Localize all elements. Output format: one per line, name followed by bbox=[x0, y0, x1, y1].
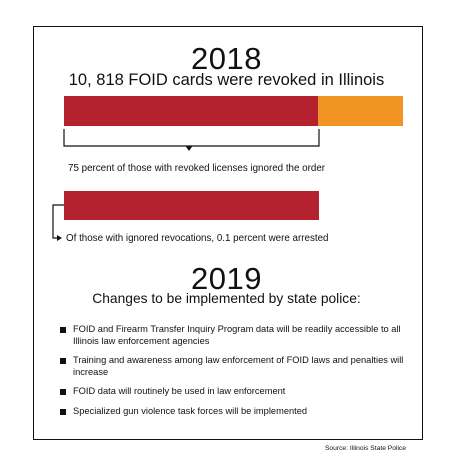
arrested-elbow-connector bbox=[52, 204, 64, 239]
list-item: FOID data will routinely be used in law … bbox=[60, 386, 410, 398]
year-2018-heading: 2018 bbox=[191, 41, 262, 76]
changes-list: FOID and Firearm Transfer Inquiry Progra… bbox=[60, 324, 410, 425]
list-item: Training and awareness among law enforce… bbox=[60, 355, 410, 378]
square-bullet-icon bbox=[60, 389, 66, 395]
year-2019-heading: 2019 bbox=[191, 261, 262, 296]
square-bullet-icon bbox=[60, 408, 66, 415]
arrested-arrow-icon bbox=[57, 235, 62, 241]
square-bullet-icon bbox=[60, 358, 66, 364]
revoked-cards-headline: 10, 818 FOID cards were revoked in Illin… bbox=[68, 71, 385, 89]
ignored-order-caption: 75 percent of those with revoked license… bbox=[68, 163, 326, 174]
arrested-caption: Of those with ignored revocations, 0.1 p… bbox=[66, 233, 329, 244]
revoked-bar-segment-1 bbox=[64, 96, 319, 126]
revocation-bar-chart bbox=[52, 96, 403, 241]
revoked-bar-segment-2 bbox=[318, 96, 403, 126]
list-item-text: FOID data will routinely be used in law … bbox=[73, 386, 286, 396]
ignored-bar-segment-1 bbox=[64, 191, 319, 220]
list-item-text: Specialized gun violence task forces wil… bbox=[73, 405, 308, 416]
infographic-frame bbox=[33, 26, 423, 440]
ignored-share-bracket bbox=[63, 129, 320, 147]
list-item-text: Training and awareness among law enforce… bbox=[73, 355, 404, 377]
source-credit: Source: Illinois State Police bbox=[324, 445, 406, 452]
list-item-text: FOID and Firearm Transfer Inquiry Progra… bbox=[73, 324, 401, 346]
list-item: Specialized gun violence task forces wil… bbox=[60, 406, 410, 418]
changes-subhead: Changes to be implemented by state polic… bbox=[92, 291, 361, 306]
list-item: FOID and Firearm Transfer Inquiry Progra… bbox=[60, 324, 410, 347]
bracket-pointer-icon bbox=[185, 146, 193, 151]
ignored-revocations-bar bbox=[64, 191, 319, 220]
revoked-cards-bar bbox=[64, 96, 403, 126]
square-bullet-icon bbox=[60, 327, 66, 333]
